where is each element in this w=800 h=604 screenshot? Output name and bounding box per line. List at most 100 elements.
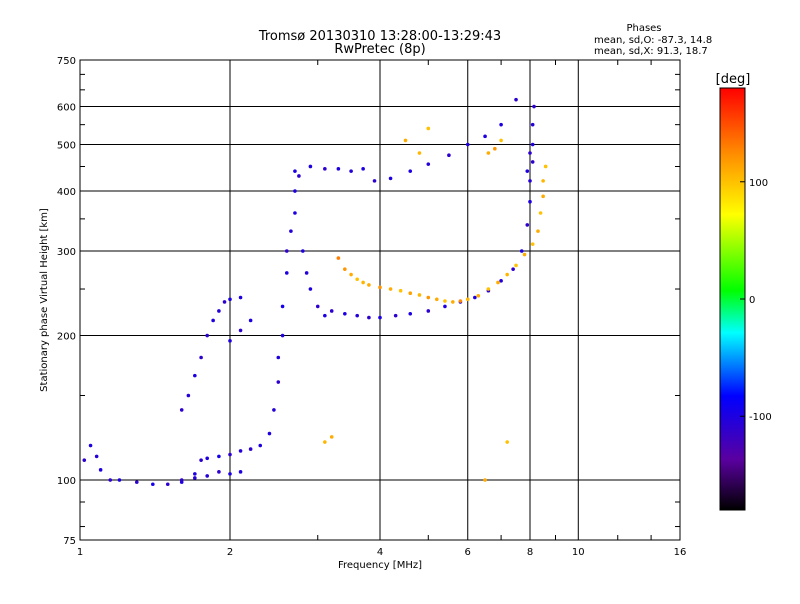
data-point bbox=[323, 313, 327, 318]
data-point bbox=[199, 458, 203, 462]
data-point bbox=[543, 164, 548, 169]
data-point bbox=[530, 160, 535, 164]
data-point bbox=[473, 295, 477, 300]
data-point bbox=[323, 440, 327, 444]
phase-stats-o: mean, sd,O: -87.3, 14.8 bbox=[594, 35, 712, 46]
data-point bbox=[367, 283, 371, 287]
data-points bbox=[82, 97, 548, 487]
data-point bbox=[280, 333, 285, 338]
data-point bbox=[205, 333, 209, 338]
data-point bbox=[378, 285, 382, 290]
data-point bbox=[272, 408, 276, 412]
data-point bbox=[193, 472, 197, 476]
data-point bbox=[505, 440, 509, 444]
data-point bbox=[289, 229, 293, 233]
data-point bbox=[228, 339, 232, 343]
data-point bbox=[522, 252, 527, 257]
data-point bbox=[98, 468, 103, 472]
data-point bbox=[476, 293, 481, 298]
axis-ticks: 1 2 4 6 8 10 16 75 100 200 300 400 500 600 750 bbox=[57, 56, 686, 558]
data-point bbox=[361, 280, 365, 285]
data-point bbox=[536, 229, 540, 233]
phase-stats-x: mean, sd,X: 91.3, 18.7 bbox=[594, 46, 708, 57]
y-tick-label: 500 bbox=[57, 141, 76, 152]
data-point bbox=[199, 355, 203, 360]
data-point bbox=[308, 287, 313, 291]
data-point bbox=[426, 295, 431, 300]
data-point bbox=[528, 151, 532, 155]
data-point bbox=[134, 480, 139, 484]
data-point bbox=[483, 478, 487, 482]
data-point bbox=[238, 328, 243, 333]
data-point bbox=[211, 318, 215, 323]
data-point bbox=[486, 287, 491, 291]
data-point bbox=[238, 470, 243, 474]
data-point bbox=[514, 263, 518, 268]
data-point bbox=[193, 476, 197, 480]
data-point bbox=[393, 313, 398, 318]
data-point bbox=[248, 447, 253, 451]
data-point bbox=[193, 373, 197, 378]
data-point bbox=[284, 271, 289, 275]
data-point bbox=[217, 470, 221, 474]
x-tick-label: 16 bbox=[674, 547, 687, 558]
x-tick-label: 2 bbox=[227, 547, 233, 558]
data-point bbox=[329, 435, 334, 439]
data-point bbox=[336, 167, 341, 171]
x-tick-label: 8 bbox=[527, 547, 533, 558]
data-point bbox=[267, 431, 272, 436]
y-tick-label: 400 bbox=[57, 187, 76, 198]
data-point bbox=[451, 300, 455, 304]
data-point bbox=[426, 126, 431, 131]
data-point bbox=[179, 408, 184, 412]
data-point bbox=[541, 194, 545, 199]
x-tick-label: 1 bbox=[77, 547, 83, 558]
data-point bbox=[505, 272, 509, 277]
data-point bbox=[388, 176, 393, 181]
data-point bbox=[408, 311, 413, 316]
data-point bbox=[499, 279, 503, 283]
x-axis-label: Frequency [MHz] bbox=[338, 560, 422, 571]
data-point bbox=[205, 456, 209, 461]
y-tick-label: 750 bbox=[57, 56, 76, 67]
data-point bbox=[465, 297, 470, 302]
data-point bbox=[88, 443, 93, 448]
y-tick-label: 600 bbox=[57, 103, 76, 114]
data-point bbox=[238, 295, 243, 300]
data-point bbox=[525, 169, 530, 173]
data-point bbox=[329, 309, 334, 313]
data-point bbox=[228, 472, 232, 476]
data-point bbox=[519, 249, 524, 253]
data-point bbox=[493, 146, 497, 151]
data-point bbox=[349, 169, 353, 173]
data-point bbox=[276, 380, 281, 384]
x-tick-label: 10 bbox=[572, 547, 585, 558]
data-point bbox=[378, 315, 382, 320]
data-point bbox=[323, 167, 327, 171]
data-point bbox=[280, 304, 285, 309]
y-tick-label: 300 bbox=[57, 247, 76, 258]
data-point bbox=[388, 287, 393, 291]
data-point bbox=[408, 169, 413, 173]
data-point bbox=[486, 151, 491, 155]
data-point bbox=[222, 300, 227, 304]
data-point bbox=[525, 223, 530, 227]
data-point bbox=[398, 288, 403, 293]
colorbar-tick-label: 100 bbox=[749, 178, 768, 189]
x-tick-label: 4 bbox=[377, 547, 383, 558]
data-point bbox=[530, 142, 535, 147]
data-point bbox=[336, 256, 341, 260]
data-point bbox=[417, 151, 422, 155]
data-point bbox=[217, 309, 221, 313]
data-point bbox=[408, 291, 413, 296]
data-point bbox=[361, 167, 365, 171]
data-point bbox=[403, 138, 408, 143]
data-point bbox=[514, 97, 518, 102]
data-point bbox=[94, 454, 99, 459]
data-point bbox=[367, 315, 371, 320]
data-point bbox=[284, 249, 289, 253]
data-point bbox=[532, 104, 536, 109]
data-point bbox=[165, 482, 170, 487]
data-point bbox=[443, 304, 447, 309]
